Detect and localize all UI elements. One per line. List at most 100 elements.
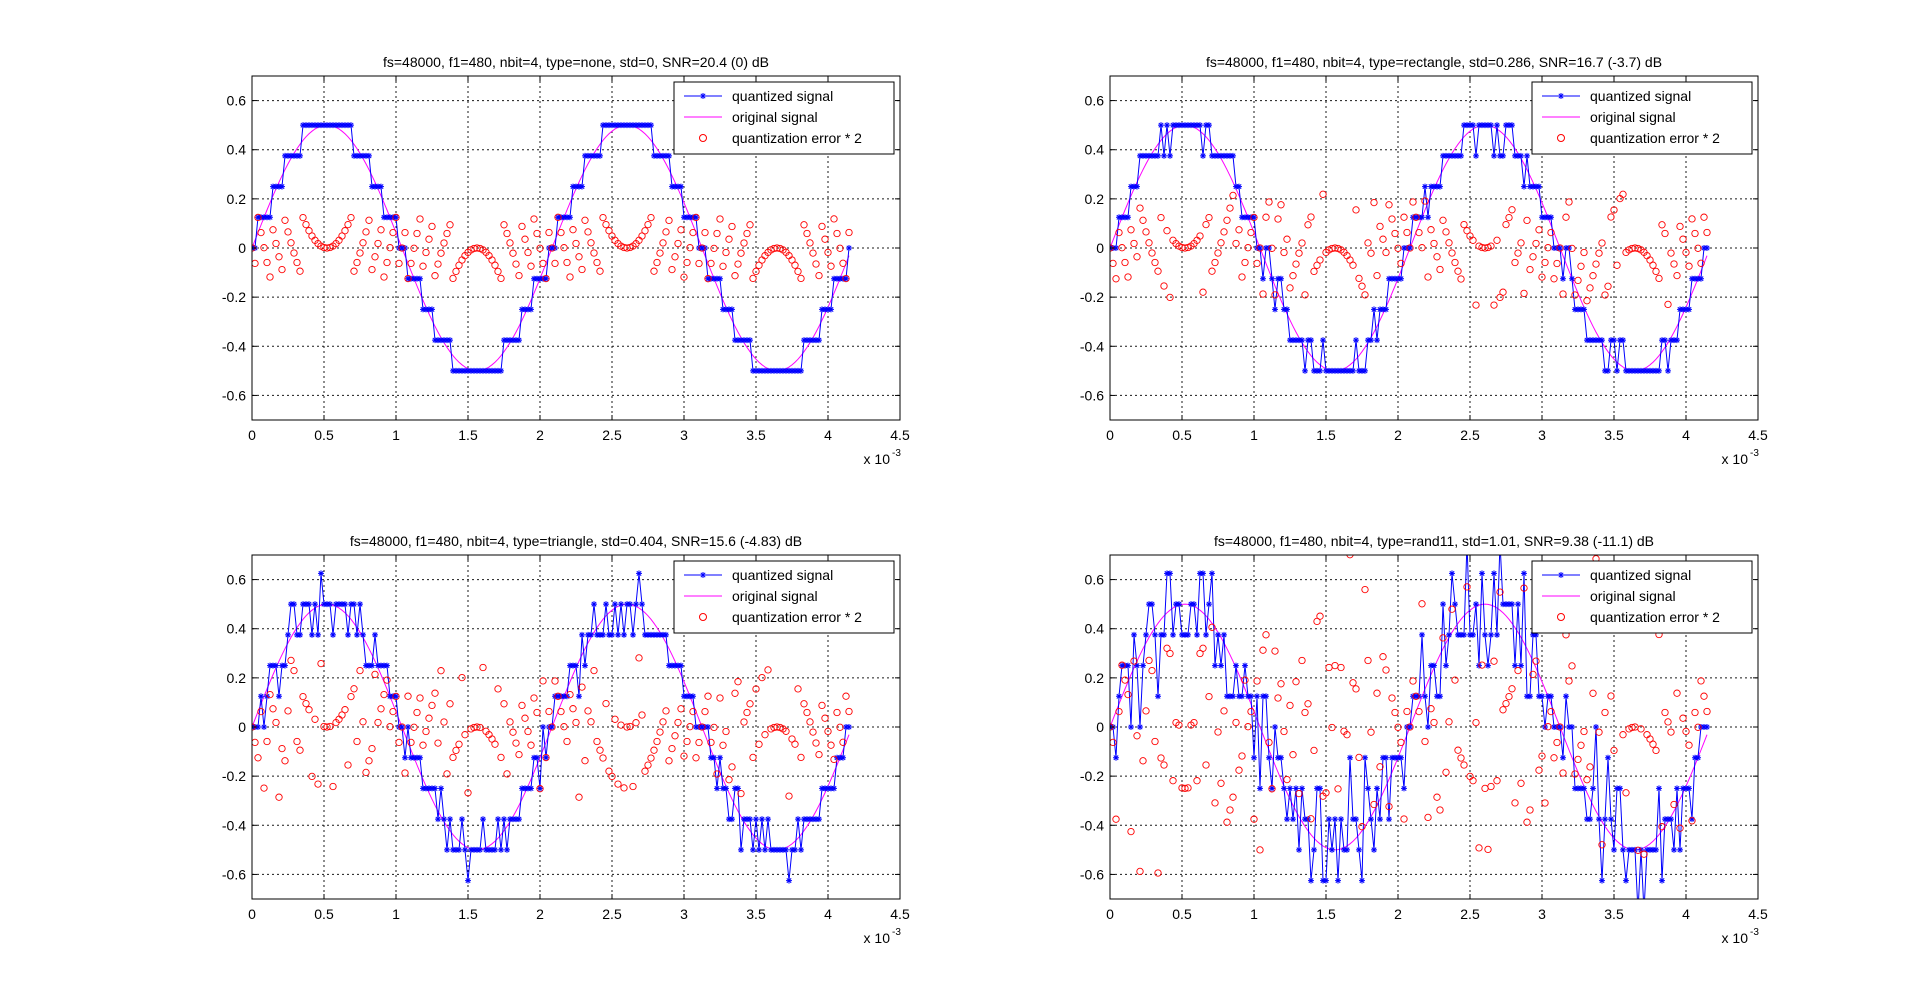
error-point bbox=[1499, 706, 1507, 714]
error-point bbox=[437, 249, 445, 257]
error-point bbox=[440, 718, 448, 726]
error-point bbox=[1691, 708, 1699, 717]
quantized-point bbox=[1655, 785, 1662, 792]
error-point bbox=[1502, 699, 1510, 708]
error-point bbox=[575, 793, 583, 801]
chart-title: fs=48000, f1=480, nbit=4, type=none, std… bbox=[383, 54, 769, 70]
error-point bbox=[1355, 753, 1363, 762]
legend-marker-star bbox=[700, 572, 706, 578]
error-point bbox=[737, 789, 745, 798]
plot-series bbox=[252, 122, 853, 374]
error-point bbox=[1298, 239, 1306, 247]
legend-label: quantization error * 2 bbox=[732, 130, 862, 146]
quantized-point bbox=[731, 785, 738, 792]
error-point bbox=[1166, 293, 1174, 302]
quantized-point bbox=[1667, 816, 1674, 823]
error-point bbox=[1544, 244, 1552, 252]
original-signal-line bbox=[1110, 603, 1708, 851]
error-point bbox=[395, 259, 403, 268]
error-point bbox=[1196, 232, 1204, 240]
error-point bbox=[1424, 813, 1432, 822]
x-tick-label: 1.5 bbox=[1316, 427, 1336, 443]
quantized-point bbox=[368, 662, 375, 669]
error-point bbox=[458, 673, 466, 682]
quantized-point bbox=[1359, 877, 1365, 884]
error-point bbox=[1553, 738, 1561, 747]
error-point bbox=[758, 673, 766, 682]
quantized-point bbox=[419, 306, 426, 313]
error-point bbox=[278, 744, 286, 753]
ticks bbox=[251, 555, 901, 899]
error-point bbox=[299, 213, 307, 222]
quantized-point bbox=[1149, 601, 1155, 608]
quantized-point bbox=[671, 183, 678, 190]
quantized-point bbox=[1700, 245, 1707, 251]
error-point bbox=[1415, 228, 1423, 237]
x-tick-label: 0.5 bbox=[314, 906, 334, 922]
quantized-point bbox=[782, 367, 789, 374]
error-point bbox=[380, 273, 388, 281]
quantized-point bbox=[419, 785, 426, 792]
quantized-point bbox=[1673, 785, 1680, 792]
error-point bbox=[1148, 666, 1156, 675]
quantized-point bbox=[281, 152, 288, 159]
error-point bbox=[1457, 754, 1465, 762]
error-point bbox=[413, 229, 421, 238]
quantized-point bbox=[803, 337, 810, 344]
error-point bbox=[1349, 261, 1357, 269]
error-point bbox=[515, 271, 523, 280]
quantized-point bbox=[1433, 693, 1440, 700]
quantized-point bbox=[1670, 337, 1677, 344]
error-point bbox=[1430, 239, 1438, 248]
error-point bbox=[1682, 248, 1690, 257]
quantized-point bbox=[1643, 367, 1650, 374]
error-point bbox=[671, 253, 679, 261]
error-point bbox=[1487, 242, 1495, 250]
quantized-point bbox=[1520, 183, 1527, 190]
quantized-point bbox=[1236, 183, 1242, 190]
quantized-point bbox=[758, 816, 765, 823]
quantized-point bbox=[614, 122, 621, 129]
x-tick-label: 3 bbox=[1538, 427, 1546, 443]
quantized-point bbox=[1344, 846, 1350, 853]
quantized-point bbox=[1140, 662, 1146, 669]
error-point bbox=[1556, 244, 1564, 252]
error-point bbox=[1496, 588, 1504, 596]
error-point bbox=[695, 738, 703, 747]
quantized-point bbox=[527, 306, 534, 313]
quantized-point bbox=[425, 785, 432, 792]
error-point bbox=[449, 753, 457, 762]
error-point bbox=[1124, 690, 1132, 699]
x-tick-label: 2.5 bbox=[1460, 906, 1480, 922]
error-point bbox=[1556, 723, 1564, 731]
quantized-point bbox=[302, 601, 309, 608]
error-point bbox=[734, 260, 742, 268]
error-point bbox=[1145, 656, 1153, 665]
quantized-point bbox=[1311, 846, 1317, 853]
error-point bbox=[359, 718, 367, 726]
quantized-point bbox=[1116, 693, 1122, 700]
error-point bbox=[749, 274, 757, 283]
x-tick-label: 1 bbox=[392, 427, 400, 443]
quantized-point bbox=[1170, 631, 1176, 638]
legend-label: quantization error * 2 bbox=[732, 609, 862, 625]
error-point bbox=[1667, 728, 1675, 736]
error-point bbox=[1379, 653, 1387, 661]
error-point bbox=[704, 692, 712, 700]
error-point bbox=[290, 249, 298, 257]
quantized-point bbox=[578, 631, 585, 638]
error-point bbox=[1118, 661, 1126, 669]
quantized-point bbox=[296, 631, 303, 638]
error-point bbox=[1700, 213, 1708, 221]
quantized-point bbox=[1347, 754, 1353, 761]
error-point bbox=[1265, 738, 1273, 747]
error-point bbox=[578, 683, 586, 691]
error-point bbox=[635, 654, 643, 662]
error-point bbox=[785, 792, 793, 800]
error-point bbox=[1508, 685, 1516, 693]
error-point bbox=[1226, 204, 1234, 212]
error-point bbox=[506, 718, 514, 726]
quantized-point bbox=[1278, 754, 1284, 761]
quantized-point bbox=[1532, 183, 1539, 190]
error-point bbox=[449, 274, 457, 283]
